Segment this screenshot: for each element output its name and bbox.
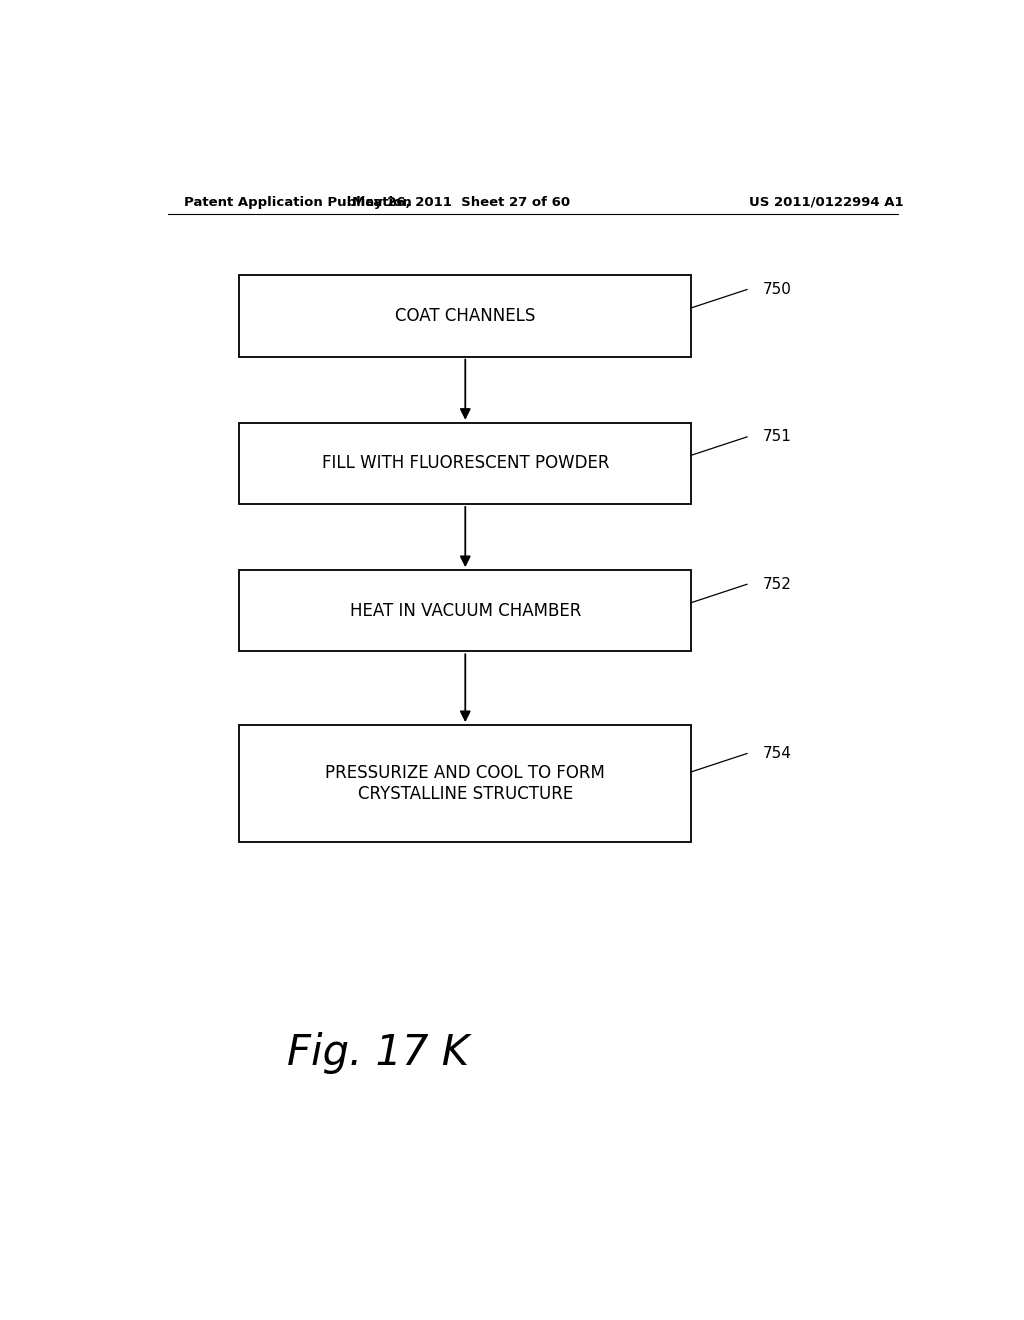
Text: May 26, 2011  Sheet 27 of 60: May 26, 2011 Sheet 27 of 60 bbox=[352, 195, 570, 209]
Text: 750: 750 bbox=[763, 282, 792, 297]
Text: 752: 752 bbox=[763, 577, 792, 591]
Bar bbox=[240, 570, 691, 651]
Text: Fig. 17 K: Fig. 17 K bbox=[287, 1032, 469, 1074]
Text: 754: 754 bbox=[763, 746, 792, 762]
Bar bbox=[240, 422, 691, 504]
Bar bbox=[240, 276, 691, 356]
Text: FILL WITH FLUORESCENT POWDER: FILL WITH FLUORESCENT POWDER bbox=[322, 454, 609, 473]
Text: US 2011/0122994 A1: US 2011/0122994 A1 bbox=[749, 195, 904, 209]
Text: PRESSURIZE AND COOL TO FORM
CRYSTALLINE STRUCTURE: PRESSURIZE AND COOL TO FORM CRYSTALLINE … bbox=[326, 764, 605, 803]
Text: HEAT IN VACUUM CHAMBER: HEAT IN VACUUM CHAMBER bbox=[349, 602, 581, 619]
Bar bbox=[240, 725, 691, 842]
Text: COAT CHANNELS: COAT CHANNELS bbox=[395, 308, 536, 325]
Text: Patent Application Publication: Patent Application Publication bbox=[183, 195, 412, 209]
Text: 751: 751 bbox=[763, 429, 792, 445]
